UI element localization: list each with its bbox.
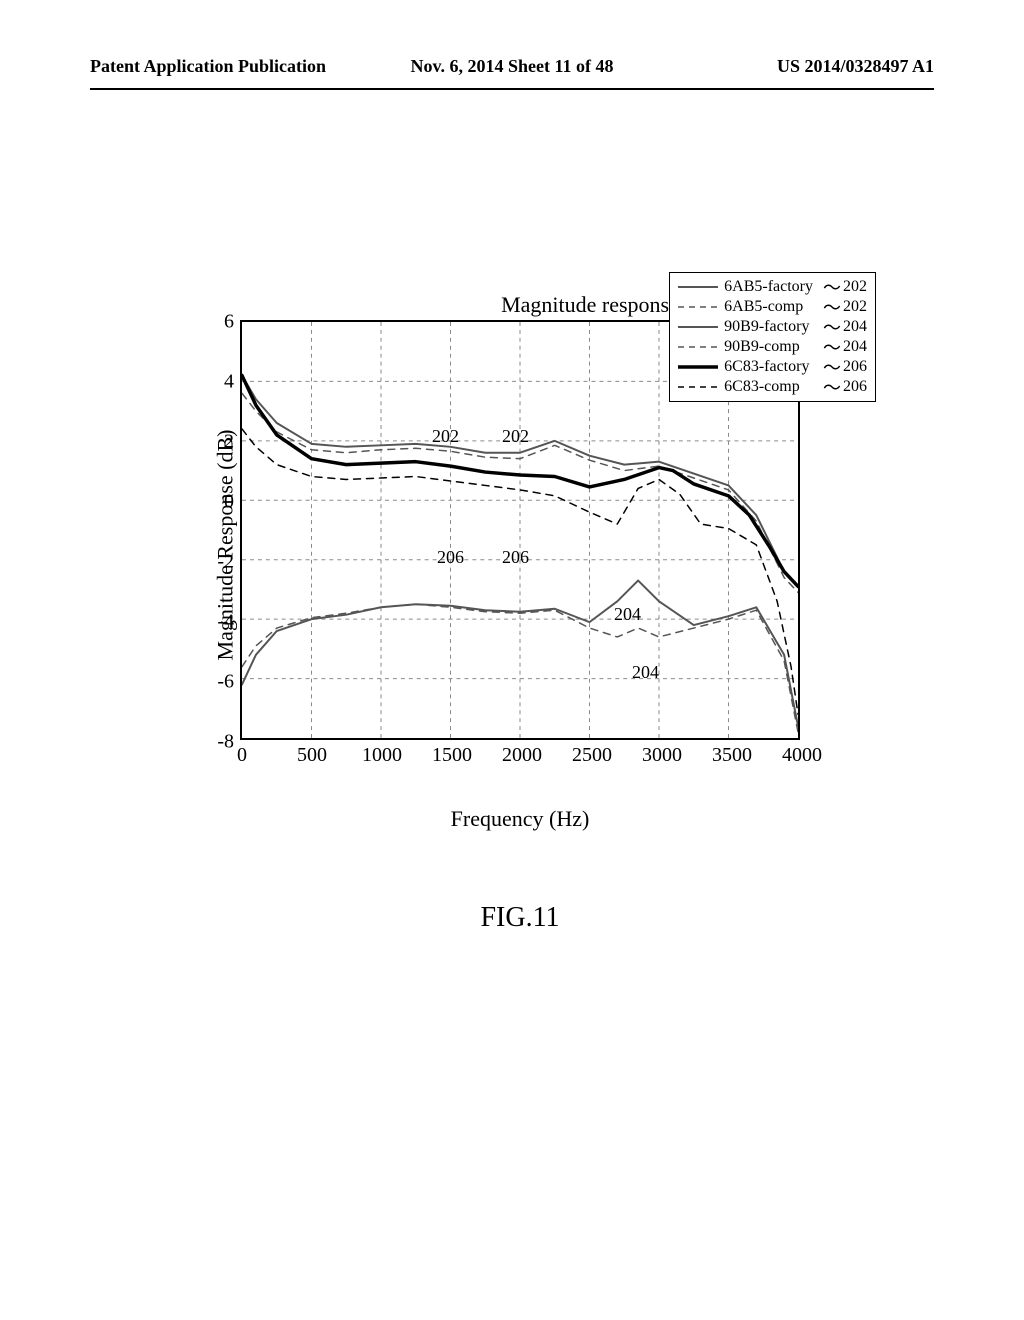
ytick-label: 2	[224, 431, 234, 454]
xtick-label: 0	[237, 744, 247, 767]
header-left: Patent Application Publication	[90, 56, 326, 77]
legend-label: 90B9-comp	[724, 338, 813, 356]
legend-label: 6C83-comp	[724, 378, 813, 396]
legend-label: 6C83-factory	[724, 358, 813, 376]
curve-callout: 206	[502, 547, 529, 568]
chart-area: Magnitude Response (dB) Magnitude respon…	[140, 320, 880, 770]
xtick-label: 3000	[642, 744, 682, 767]
xtick-label: 500	[297, 744, 327, 767]
header-rule	[90, 88, 934, 90]
xtick-label: 3500	[712, 744, 752, 767]
xtick-label: 1500	[432, 744, 472, 767]
legend-row: 6C83-comp 〜206	[678, 377, 867, 397]
plot-box: Magnitude response -8-6-4-20246 05001000…	[240, 320, 800, 740]
ytick-label: -8	[217, 731, 234, 754]
xtick-label: 1000	[362, 744, 402, 767]
figure-caption: FIG.11	[240, 902, 800, 934]
legend-swatch	[678, 341, 718, 353]
legend-swatch	[678, 301, 718, 313]
curve-callout: 202	[432, 426, 459, 447]
ytick-label: 6	[224, 311, 234, 334]
legend-swatch	[678, 281, 718, 293]
xtick-label: 2000	[502, 744, 542, 767]
xtick-label: 2500	[572, 744, 612, 767]
callout-number: 206	[843, 378, 867, 396]
legend-label: 6AB5-comp	[724, 298, 813, 316]
figure-wrap: Magnitude Response (dB) Magnitude respon…	[140, 320, 880, 934]
header-center: Nov. 6, 2014 Sheet 11 of 48	[410, 56, 613, 77]
legend-swatch	[678, 361, 718, 373]
curve-callout: 206	[437, 547, 464, 568]
page-header: Patent Application Publication Nov. 6, 2…	[0, 56, 1024, 77]
ytick-label: -6	[217, 671, 234, 694]
x-axis-label: Frequency (Hz)	[240, 806, 800, 832]
header-right: US 2014/0328497 A1	[777, 56, 934, 77]
curve-callout: 202	[502, 426, 529, 447]
legend-callout: 〜206	[823, 374, 867, 400]
callout-squiggle-icon: 〜	[823, 374, 841, 400]
legend-swatch	[678, 381, 718, 393]
legend-label: 90B9-factory	[724, 318, 813, 336]
ytick-label: 0	[224, 491, 234, 514]
ytick-label: -4	[217, 611, 234, 634]
legend-label: 6AB5-factory	[724, 278, 813, 296]
legend-swatch	[678, 321, 718, 333]
curve-callout: 204	[632, 662, 659, 683]
ytick-label: -2	[217, 551, 234, 574]
ytick-label: 4	[224, 371, 234, 394]
legend-box: 6AB5-factory〜2026AB5-comp〜20290B9-factor…	[669, 272, 876, 402]
curve-callout: 204	[614, 604, 641, 625]
xtick-label: 4000	[782, 744, 822, 767]
